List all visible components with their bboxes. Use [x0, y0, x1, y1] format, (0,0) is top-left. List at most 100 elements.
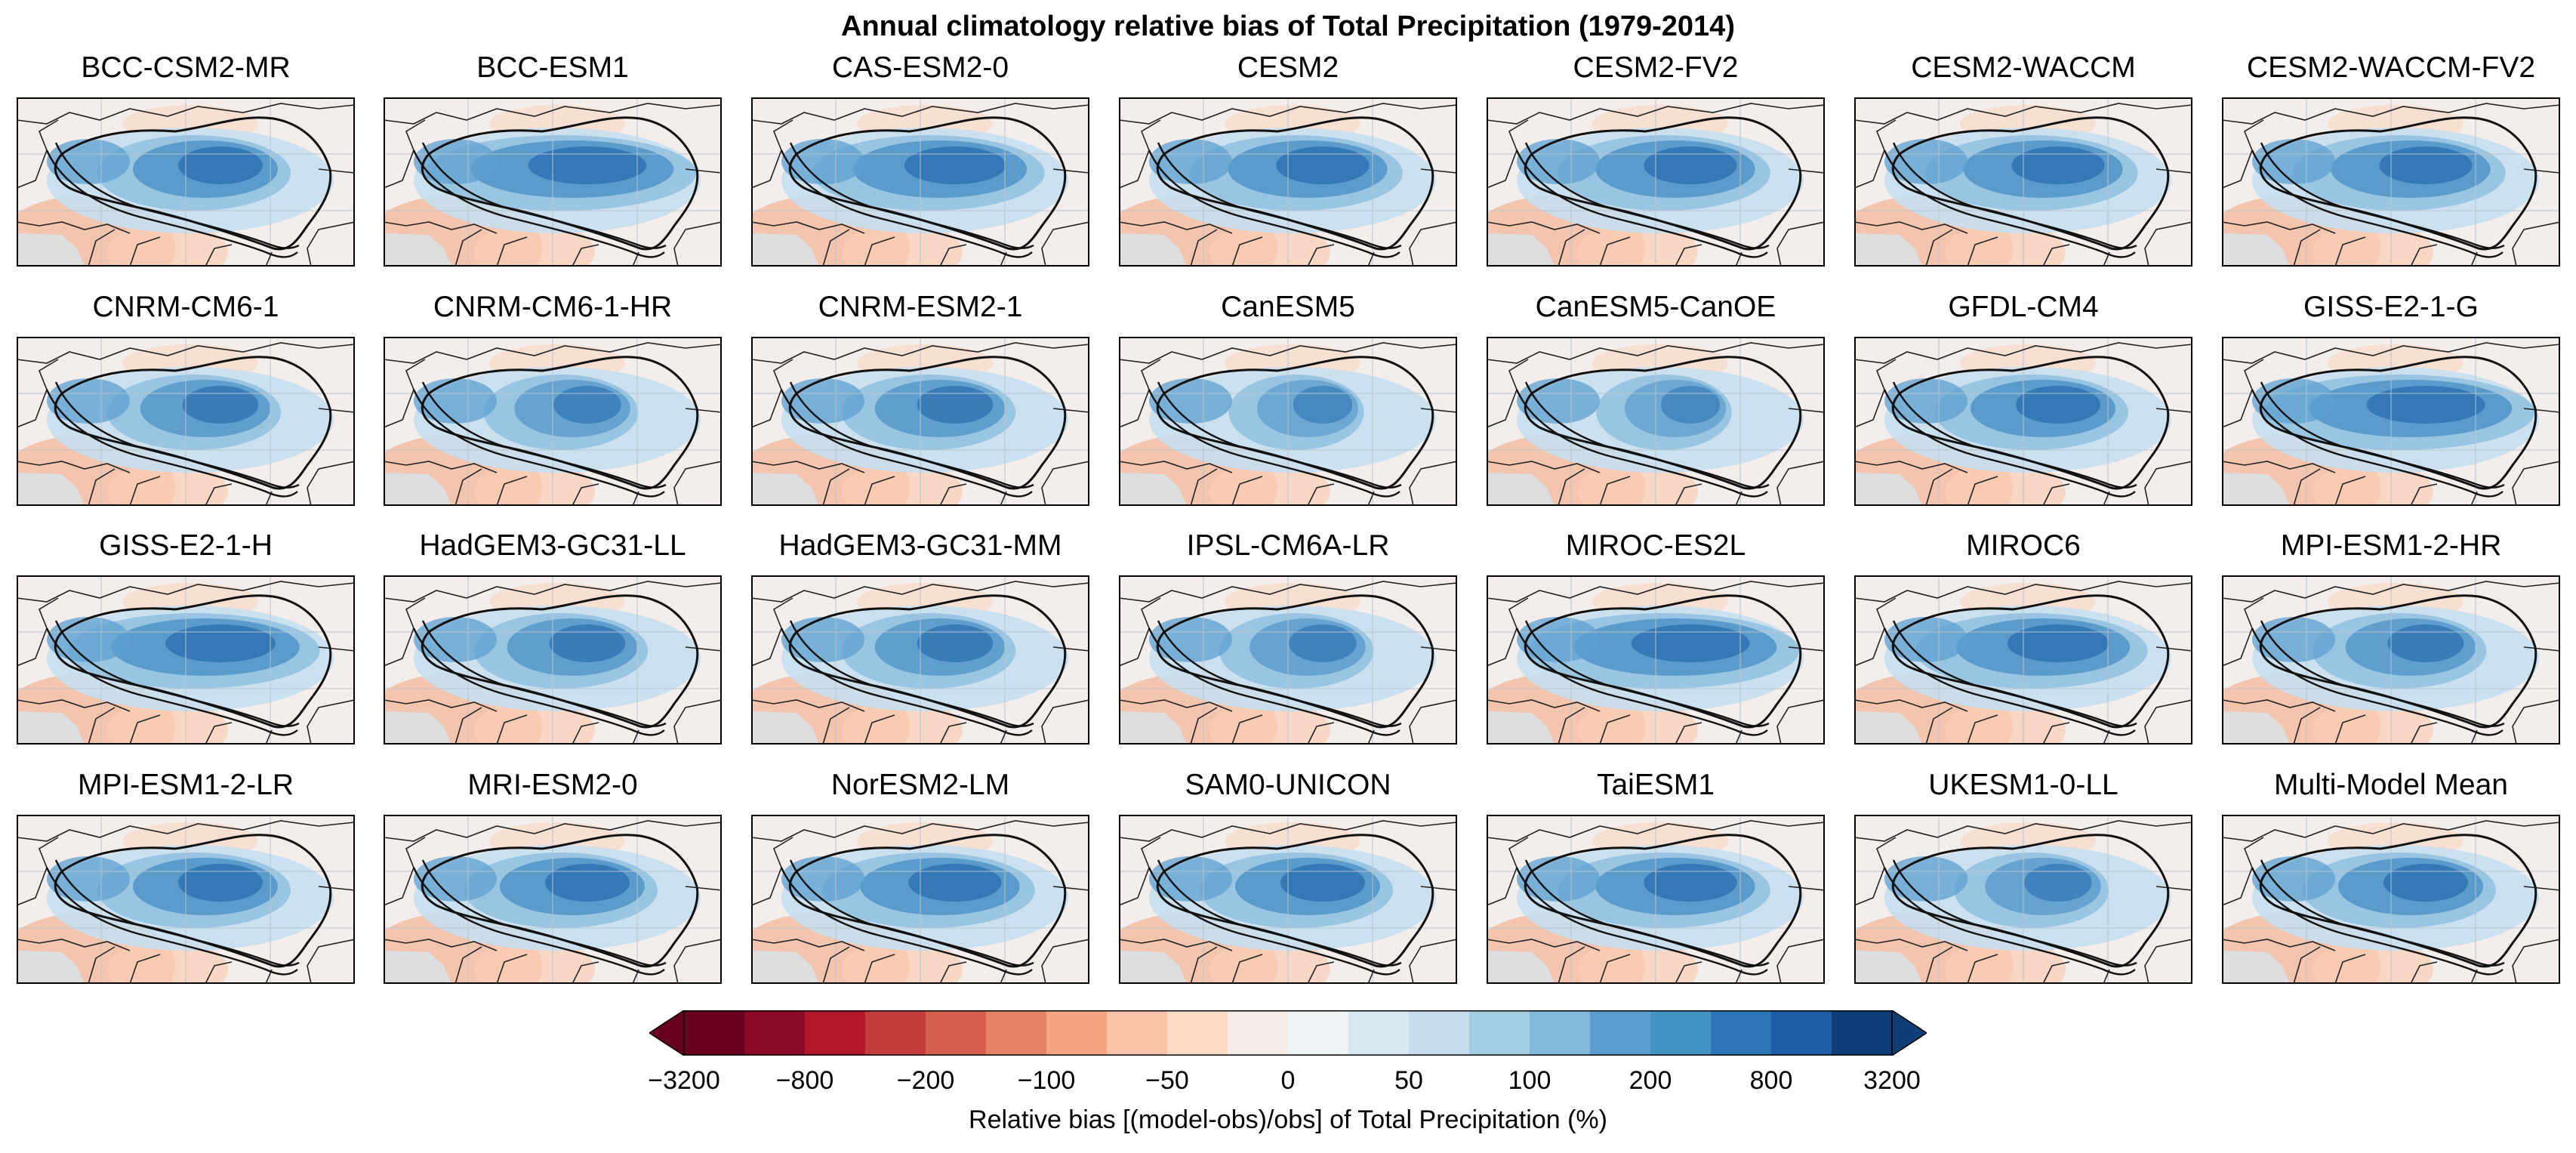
colorbar-bin	[1771, 1010, 1832, 1056]
map-panel: UKESM1-0-LL	[1854, 769, 2192, 984]
panel-title: GFDL-CM4	[1948, 291, 2099, 323]
bias-map	[1119, 97, 1457, 267]
map-panel: BCC-CSM2-MR	[17, 51, 355, 267]
bias-map	[1487, 575, 1825, 745]
panel-title: MPI-ESM1-2-HR	[2280, 529, 2502, 562]
panel-title: CNRM-CM6-1	[92, 291, 279, 323]
map-panel: MPI-ESM1-2-HR	[2222, 529, 2560, 745]
map-panel: TaiESM1	[1487, 769, 1825, 984]
bias-map	[1487, 97, 1825, 267]
colorbar-tick-label: 50	[1394, 1066, 1423, 1095]
map-panel: HadGEM3-GC31-LL	[384, 529, 722, 745]
colorbar-tick-label: 0	[1280, 1066, 1296, 1095]
map-panel: SAM0-UNICON	[1119, 769, 1457, 984]
panel-title: Multi-Model Mean	[2274, 769, 2508, 801]
panel-title: CESM2-FV2	[1573, 51, 1739, 84]
map-panel: MRI-ESM2-0	[384, 769, 722, 984]
colorbar-label: Relative bias [(model-obs)/obs] of Total…	[969, 1105, 1607, 1134]
bias-map	[384, 575, 722, 745]
bias-map	[1854, 97, 2192, 267]
map-panel: CESM2-WACCM-FV2	[2222, 51, 2560, 267]
map-panel: CNRM-CM6-1-HR	[384, 291, 722, 506]
map-panel: CAS-ESM2-0	[751, 51, 1089, 267]
colorbar-bin	[684, 1010, 745, 1056]
colorbar-bin	[865, 1010, 926, 1056]
bias-map	[751, 815, 1089, 984]
panel-title: HadGEM3-GC31-MM	[778, 529, 1062, 562]
panel-title: CanESM5	[1221, 291, 1355, 323]
bias-map	[2222, 97, 2560, 267]
colorbar-bin	[1107, 1010, 1168, 1056]
map-panel: CanESM5-CanOE	[1487, 291, 1825, 506]
panel-title: CAS-ESM2-0	[831, 51, 1009, 84]
panel-title: BCC-ESM1	[476, 51, 629, 84]
bias-map	[384, 97, 722, 267]
map-panel: CNRM-ESM2-1	[751, 291, 1089, 506]
bias-map	[751, 337, 1089, 506]
map-panel: CESM2-WACCM	[1854, 51, 2192, 267]
colorbar	[649, 1010, 1927, 1056]
map-panel: MPI-ESM1-2-LR	[17, 769, 355, 984]
panel-title: SAM0-UNICON	[1185, 769, 1391, 801]
figure-title: Annual climatology relative bias of Tota…	[841, 11, 1735, 42]
panel-title: MPI-ESM1-2-LR	[77, 769, 294, 801]
bias-map	[17, 815, 355, 984]
bias-map	[17, 337, 355, 506]
map-panel: HadGEM3-GC31-MM	[751, 529, 1089, 745]
colorbar-tick-label: 800	[1749, 1066, 1793, 1095]
map-panel: BCC-ESM1	[384, 51, 722, 267]
colorbar-bin	[1590, 1010, 1651, 1056]
colorbar-extend-low	[649, 1010, 685, 1056]
colorbar-bin	[1348, 1010, 1410, 1056]
bias-map	[1854, 815, 2192, 984]
colorbar-bin	[1530, 1010, 1591, 1056]
colorbar-tick-label: −800	[775, 1066, 834, 1095]
colorbar-bin	[1288, 1010, 1349, 1056]
bias-map	[1119, 815, 1457, 984]
bias-map	[1854, 575, 2192, 745]
colorbar-tick-label: 3200	[1863, 1066, 1921, 1095]
map-panel: GISS-E2-1-G	[2222, 291, 2560, 506]
map-panel: CESM2-FV2	[1487, 51, 1825, 267]
map-panel: GISS-E2-1-H	[17, 529, 355, 745]
panel-title: HadGEM3-GC31-LL	[419, 529, 686, 562]
bias-map	[2222, 337, 2560, 506]
map-panel: MIROC-ES2L	[1487, 529, 1825, 745]
colorbar-tick-label: −100	[1017, 1066, 1076, 1095]
map-panel: GFDL-CM4	[1854, 291, 2192, 506]
colorbar-extend-high	[1891, 1010, 1927, 1056]
bias-map	[1487, 815, 1825, 984]
panel-title: CNRM-ESM2-1	[818, 291, 1023, 323]
map-panel: MIROC6	[1854, 529, 2192, 745]
colorbar-bin	[744, 1010, 806, 1056]
map-panel: CESM2	[1119, 51, 1457, 267]
colorbar-tick-label: −200	[896, 1066, 955, 1095]
panel-title: GISS-E2-1-H	[99, 529, 273, 562]
colorbar-bin	[1832, 1010, 1893, 1056]
panel-title: MIROC6	[1966, 529, 2081, 562]
panel-title: NorESM2-LM	[830, 769, 1010, 801]
colorbar-bin	[1046, 1010, 1108, 1056]
map-panel: NorESM2-LM	[751, 769, 1089, 984]
bias-map	[384, 337, 722, 506]
bias-map	[1487, 337, 1825, 506]
panel-title: MRI-ESM2-0	[467, 769, 638, 801]
bias-map	[17, 97, 355, 267]
colorbar-bin	[1409, 1010, 1470, 1056]
colorbar-bin	[1711, 1010, 1772, 1056]
panel-title: TaiESM1	[1596, 769, 1715, 801]
panel-title: IPSL-CM6A-LR	[1186, 529, 1390, 562]
panel-title: BCC-CSM2-MR	[81, 51, 291, 84]
panel-title: CESM2-WACCM-FV2	[2246, 51, 2536, 84]
bias-map	[1119, 337, 1457, 506]
colorbar-tick-label: −50	[1145, 1066, 1189, 1095]
colorbar-tick-label: 100	[1508, 1066, 1551, 1095]
panel-title: CESM2	[1237, 51, 1339, 84]
colorbar-tick-label: −3200	[648, 1066, 720, 1095]
colorbar-bin	[1469, 1010, 1530, 1056]
panel-title: CESM2-WACCM	[1911, 51, 2136, 84]
colorbar-bin	[1228, 1010, 1289, 1056]
bias-map	[384, 815, 722, 984]
panel-title: CNRM-CM6-1-HR	[433, 291, 673, 323]
bias-map	[2222, 575, 2560, 745]
